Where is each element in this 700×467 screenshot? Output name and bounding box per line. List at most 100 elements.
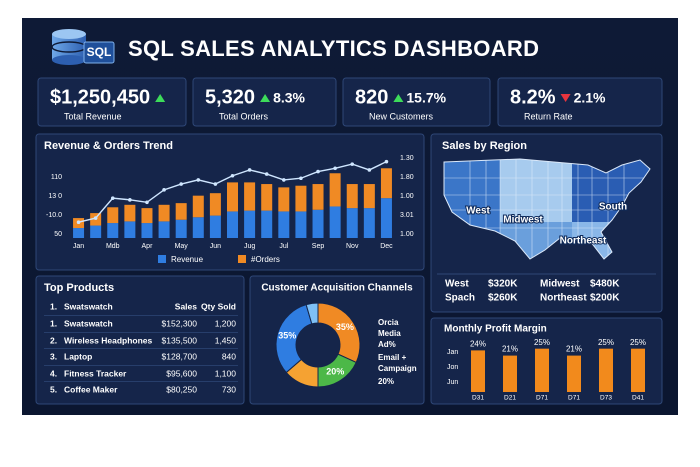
bar-segment [380,198,392,238]
legend-swatch [158,255,166,263]
table-cell: $80,250 [166,384,197,394]
x-tick-label: Sep [312,243,325,250]
legend-swatch [238,255,246,263]
table-cell: 1,200 [215,318,237,328]
table-header: 1. [50,301,57,311]
table-cell: 730 [222,384,236,394]
donut-label: 35% [278,330,296,340]
kpi-change: 2.1% [574,90,606,106]
kpi-card [342,77,491,127]
table-cell: 2. [50,335,57,345]
kpi-arrow [260,94,271,102]
line-marker [282,178,286,182]
map-outline [443,158,651,260]
x-tick-label: D73 [600,395,612,402]
products-panel [35,275,245,405]
bar-segment [329,206,341,238]
map-label: South [599,202,627,213]
line-marker [213,182,218,186]
table-cell: 5. [50,384,57,394]
table-cell: Swatswatch [64,318,113,328]
annotation: Media [378,329,401,338]
kpi-value: 5,320 [205,86,255,108]
donut-label: 35% [336,322,354,332]
kpi-arrow [155,94,166,102]
bar-segment [244,182,256,211]
bar-segment [312,184,324,210]
region-value: $200K [590,293,620,304]
bar-segment [107,223,119,238]
kpi-arrow [560,94,571,102]
y2-axis-label: 1.30 [400,155,414,162]
bar-segment [90,225,102,238]
line-marker [76,220,81,225]
y2-axis-label: 1.00 [400,193,414,200]
bar-segment [209,193,221,216]
y2-axis-label: 3.01 [400,212,414,219]
donut-segment [305,302,319,325]
region-name: Midwest [540,279,580,290]
map-label: Midwest [503,215,543,226]
line-marker [93,216,98,220]
line-marker [316,169,320,174]
y-axis-label: Jun [447,379,458,386]
x-tick-label: Mdb [106,243,120,250]
legend-label: Revenue [171,255,204,264]
table-header: Qty Sold [201,301,236,311]
bar-segment [227,182,238,212]
table-cell: 4. [50,368,57,378]
x-tick-label: Apr [142,243,154,250]
line-marker [384,159,389,164]
bar-segment [227,211,238,238]
x-tick-label: D71 [536,395,548,402]
table-cell: 840 [222,351,236,361]
table-cell: 1,100 [215,368,237,378]
panel-title: Sales by Region [442,140,527,152]
kpi-label: Return Rate [524,111,573,121]
bar-segment [107,207,119,224]
annotation: 20% [378,377,394,386]
bar [631,348,645,392]
map-label: West [466,206,490,217]
kpi-card [497,77,663,127]
kpi-change: 15.7% [406,90,446,106]
line-marker [110,196,115,200]
x-tick-label: May [175,243,189,250]
bar-segment [380,168,392,199]
table-cell: Coffee Maker [64,384,118,394]
y2-axis-label: 1.00 [400,231,414,238]
legend-label: #Orders [251,255,280,264]
bar-segment [278,187,290,212]
region-name: Spach [445,293,475,304]
line-marker [264,172,269,176]
region-value: $480K [590,279,620,290]
value-label: 21% [566,345,582,354]
x-tick-label: Nov [346,243,359,250]
bar [503,355,517,392]
line-marker [367,168,372,172]
table-cell: $95,600 [166,368,197,378]
region-name: West [445,279,469,290]
bar-segment [192,217,204,238]
value-label: 21% [502,345,518,354]
chart-title: Monthly Profit Margin [444,324,547,335]
panel-title: Top Products [44,282,114,294]
bar-segment [244,210,256,238]
bar [567,355,581,392]
bar-segment [346,184,358,209]
bar-segment [192,195,204,218]
region-value: $260K [488,293,518,304]
bar-segment [73,228,85,238]
x-tick-label: Jan [73,243,84,250]
x-tick-label: D21 [504,395,516,402]
x-tick-label: D71 [568,395,580,402]
table-header: Swatswatch [64,301,113,311]
y-axis-label: Jan [447,349,458,356]
y-axis-label: Jon [447,364,458,371]
y2-axis-label: 1.80 [400,174,414,181]
map-label: Northeast [560,236,607,247]
chart-title: Revenue & Orders Trend [44,140,173,152]
x-tick-label: Jug [244,243,255,250]
bar-segment [209,215,221,238]
